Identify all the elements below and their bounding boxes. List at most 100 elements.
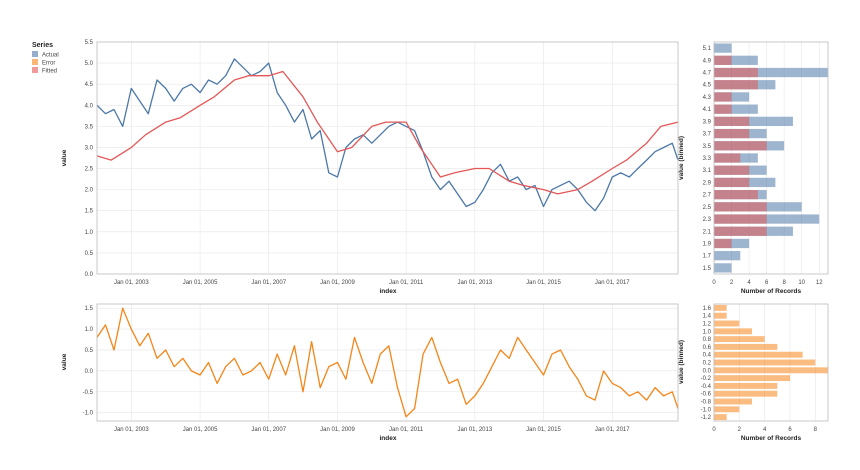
main-x-tick-label: Jan 01, 2013 — [458, 280, 493, 286]
error-hist-y-tick-label: -0.6 — [701, 392, 712, 398]
hist-bar-fitted — [714, 128, 750, 139]
error-hist-y-axis-title: value (binned) — [678, 340, 685, 384]
error-hist-bars — [714, 304, 828, 421]
main-x-axis-title: index — [380, 288, 397, 295]
error-x-tick-label: Jan 01, 2003 — [114, 427, 149, 433]
main-hist-y-tick-label: 2.5 — [703, 205, 712, 211]
legend-label-actual: Actual — [42, 53, 59, 59]
error-hist-frame — [713, 303, 829, 422]
error-hist-x-tick-label: 4 — [763, 427, 767, 433]
main-y-tick-label: 1.5 — [85, 209, 94, 215]
hist-bar-error — [714, 406, 740, 413]
main-hist-y-tick-label: 4.9 — [703, 58, 712, 64]
legend-title: Series — [32, 42, 53, 49]
hist-bar-error — [714, 336, 765, 343]
main-y-tick-label: 1.0 — [85, 230, 94, 236]
main-y-axis-title: value — [61, 149, 68, 166]
error-x-tick-label: Jan 01, 2009 — [320, 427, 355, 433]
hist-bar-error — [714, 343, 778, 350]
main-gridlines — [97, 41, 678, 275]
hist-bar-fitted — [714, 55, 732, 65]
hist-bar-actual — [714, 104, 758, 114]
hist-bar-fitted — [714, 202, 767, 212]
main-y-tick-label: 5.5 — [85, 40, 94, 46]
series-line-actual — [96, 58, 679, 212]
hist-bar-fitted — [714, 116, 750, 127]
legend-label-error: Error — [42, 61, 55, 67]
main-hist-x-tick-label: 0 — [712, 280, 716, 286]
error-hist-x-tick-label: 6 — [788, 427, 792, 433]
legend-label-fitted: Fitted — [42, 69, 57, 75]
error-y-tick-label: 1.5 — [85, 306, 94, 312]
hist-bar-fitted — [714, 153, 741, 163]
main-x-tick-label: Jan 01, 2017 — [595, 280, 630, 286]
main-hist-y-tick-label: 3.7 — [703, 132, 712, 138]
hist-bar-actual — [714, 43, 732, 53]
error-hist-y-tick-label: 1.6 — [703, 306, 712, 312]
error-x-tick-label: Jan 01, 2013 — [458, 427, 493, 433]
hist-bar-error — [714, 320, 740, 327]
hist-bar-error — [714, 328, 752, 335]
main-x-tick-label: Jan 01, 2005 — [183, 280, 218, 286]
main-hist-y-tick-label: 4.5 — [703, 83, 712, 89]
main-hist-x-tick-label: 12 — [816, 280, 823, 286]
hist-bar-error — [714, 359, 816, 366]
hist-bar-fitted — [714, 238, 732, 249]
legend-swatch-fitted — [32, 67, 38, 73]
hist-bar-error — [714, 351, 803, 358]
error-x-tick-label: Jan 01, 2005 — [183, 427, 218, 433]
hist-bar-error — [714, 414, 727, 421]
hist-bar-error — [714, 390, 778, 397]
main-hist-y-tick-label: 2.7 — [703, 193, 712, 199]
hist-bar-actual — [714, 116, 793, 127]
legend-swatch-actual — [32, 51, 38, 57]
error-hist-y-tick-label: 0.4 — [703, 353, 712, 359]
error-hist-y-tick-label: 1.4 — [703, 314, 712, 320]
hist-bar-fitted — [714, 141, 767, 151]
hist-bar-error — [714, 375, 790, 382]
main-plot-frame — [96, 41, 679, 275]
hist-bar-error — [714, 304, 727, 311]
error-hist-y-tick-label: -1.0 — [701, 407, 712, 413]
error-line-chart: -1.0 -0.5 0.0 0.5 1.0 1.5 Jan 01, 2003 Jan 01, … — [61, 303, 679, 442]
error-hist-y-tick-label: 1.0 — [703, 329, 712, 335]
main-x-tick-label: Jan 01, 2011 — [389, 280, 424, 286]
main-hist-x-tick-label: 4 — [747, 280, 751, 286]
hist-bar-error — [714, 382, 778, 389]
error-hist-x-tick-label: 0 — [712, 427, 716, 433]
main-y-tick-label: 3.5 — [85, 124, 94, 130]
main-hist-y-tick-label: 4.7 — [703, 71, 712, 77]
hist-bar-actual — [714, 92, 750, 102]
main-y-tick-label: 4.5 — [85, 82, 94, 88]
main-x-tick-label: Jan 01, 2003 — [114, 280, 149, 286]
main-hist-axis-ticks: 0 2 4 6 8 10 12 5.1 4.9 4.7 4.5 4.3 4.1 3.9 3.7 3.5 3.3 3… — [703, 46, 824, 286]
hist-bar-actual — [714, 67, 828, 78]
hist-bar-error — [714, 398, 752, 405]
legend: Series Actual Error Fitted — [32, 42, 59, 75]
hist-bar-actual — [714, 251, 741, 261]
main-hist-bars — [714, 43, 828, 273]
main-x-tick-label: Jan 01, 2007 — [251, 280, 286, 286]
series-line-error — [96, 307, 679, 418]
error-hist-y-tick-label: 0.0 — [703, 368, 712, 374]
main-hist-y-tick-label: 1.7 — [703, 254, 712, 260]
main-histogram: 0 2 4 6 8 10 12 5.1 4.9 4.7 4.5 4.3 4.1 3.9 3.7 3.5 3.3 3… — [678, 41, 829, 295]
error-y-tick-label: 1.0 — [85, 327, 94, 333]
hist-bar-fitted — [714, 214, 767, 224]
main-hist-x-tick-label: 10 — [798, 280, 805, 286]
hist-bar-actual — [714, 238, 750, 249]
error-axis-ticks: -1.0 -0.5 0.0 0.5 1.0 1.5 Jan 01, 2003 Jan 01, … — [83, 306, 631, 433]
main-line-chart: 0.0 0.5 1.0 1.5 2.0 2.5 3.0 3.5 4.0 4.5 5.0 5.5 Jan … — [61, 40, 679, 295]
main-hist-y-tick-label: 3.3 — [703, 156, 712, 162]
hist-bar-error — [714, 312, 727, 319]
main-hist-y-tick-label: 3.1 — [703, 168, 712, 174]
hist-bar-fitted — [714, 104, 732, 114]
main-y-tick-label: 2.5 — [85, 167, 94, 173]
main-hist-y-tick-label: 2.3 — [703, 217, 712, 223]
error-hist-y-tick-label: 0.2 — [703, 361, 712, 367]
error-histogram: 0 2 4 6 8 1.6 1.4 1.21.0 0.8 0.6 0.4 0.20.0 -0.2 -0.4… — [678, 303, 829, 442]
error-hist-y-tick-label: -0.4 — [701, 384, 712, 390]
main-axis-ticks: 0.0 0.5 1.0 1.5 2.0 2.5 3.0 3.5 4.0 4.5 5.0 5.5 Jan … — [85, 40, 631, 286]
main-hist-x-tick-label: 6 — [765, 280, 769, 286]
